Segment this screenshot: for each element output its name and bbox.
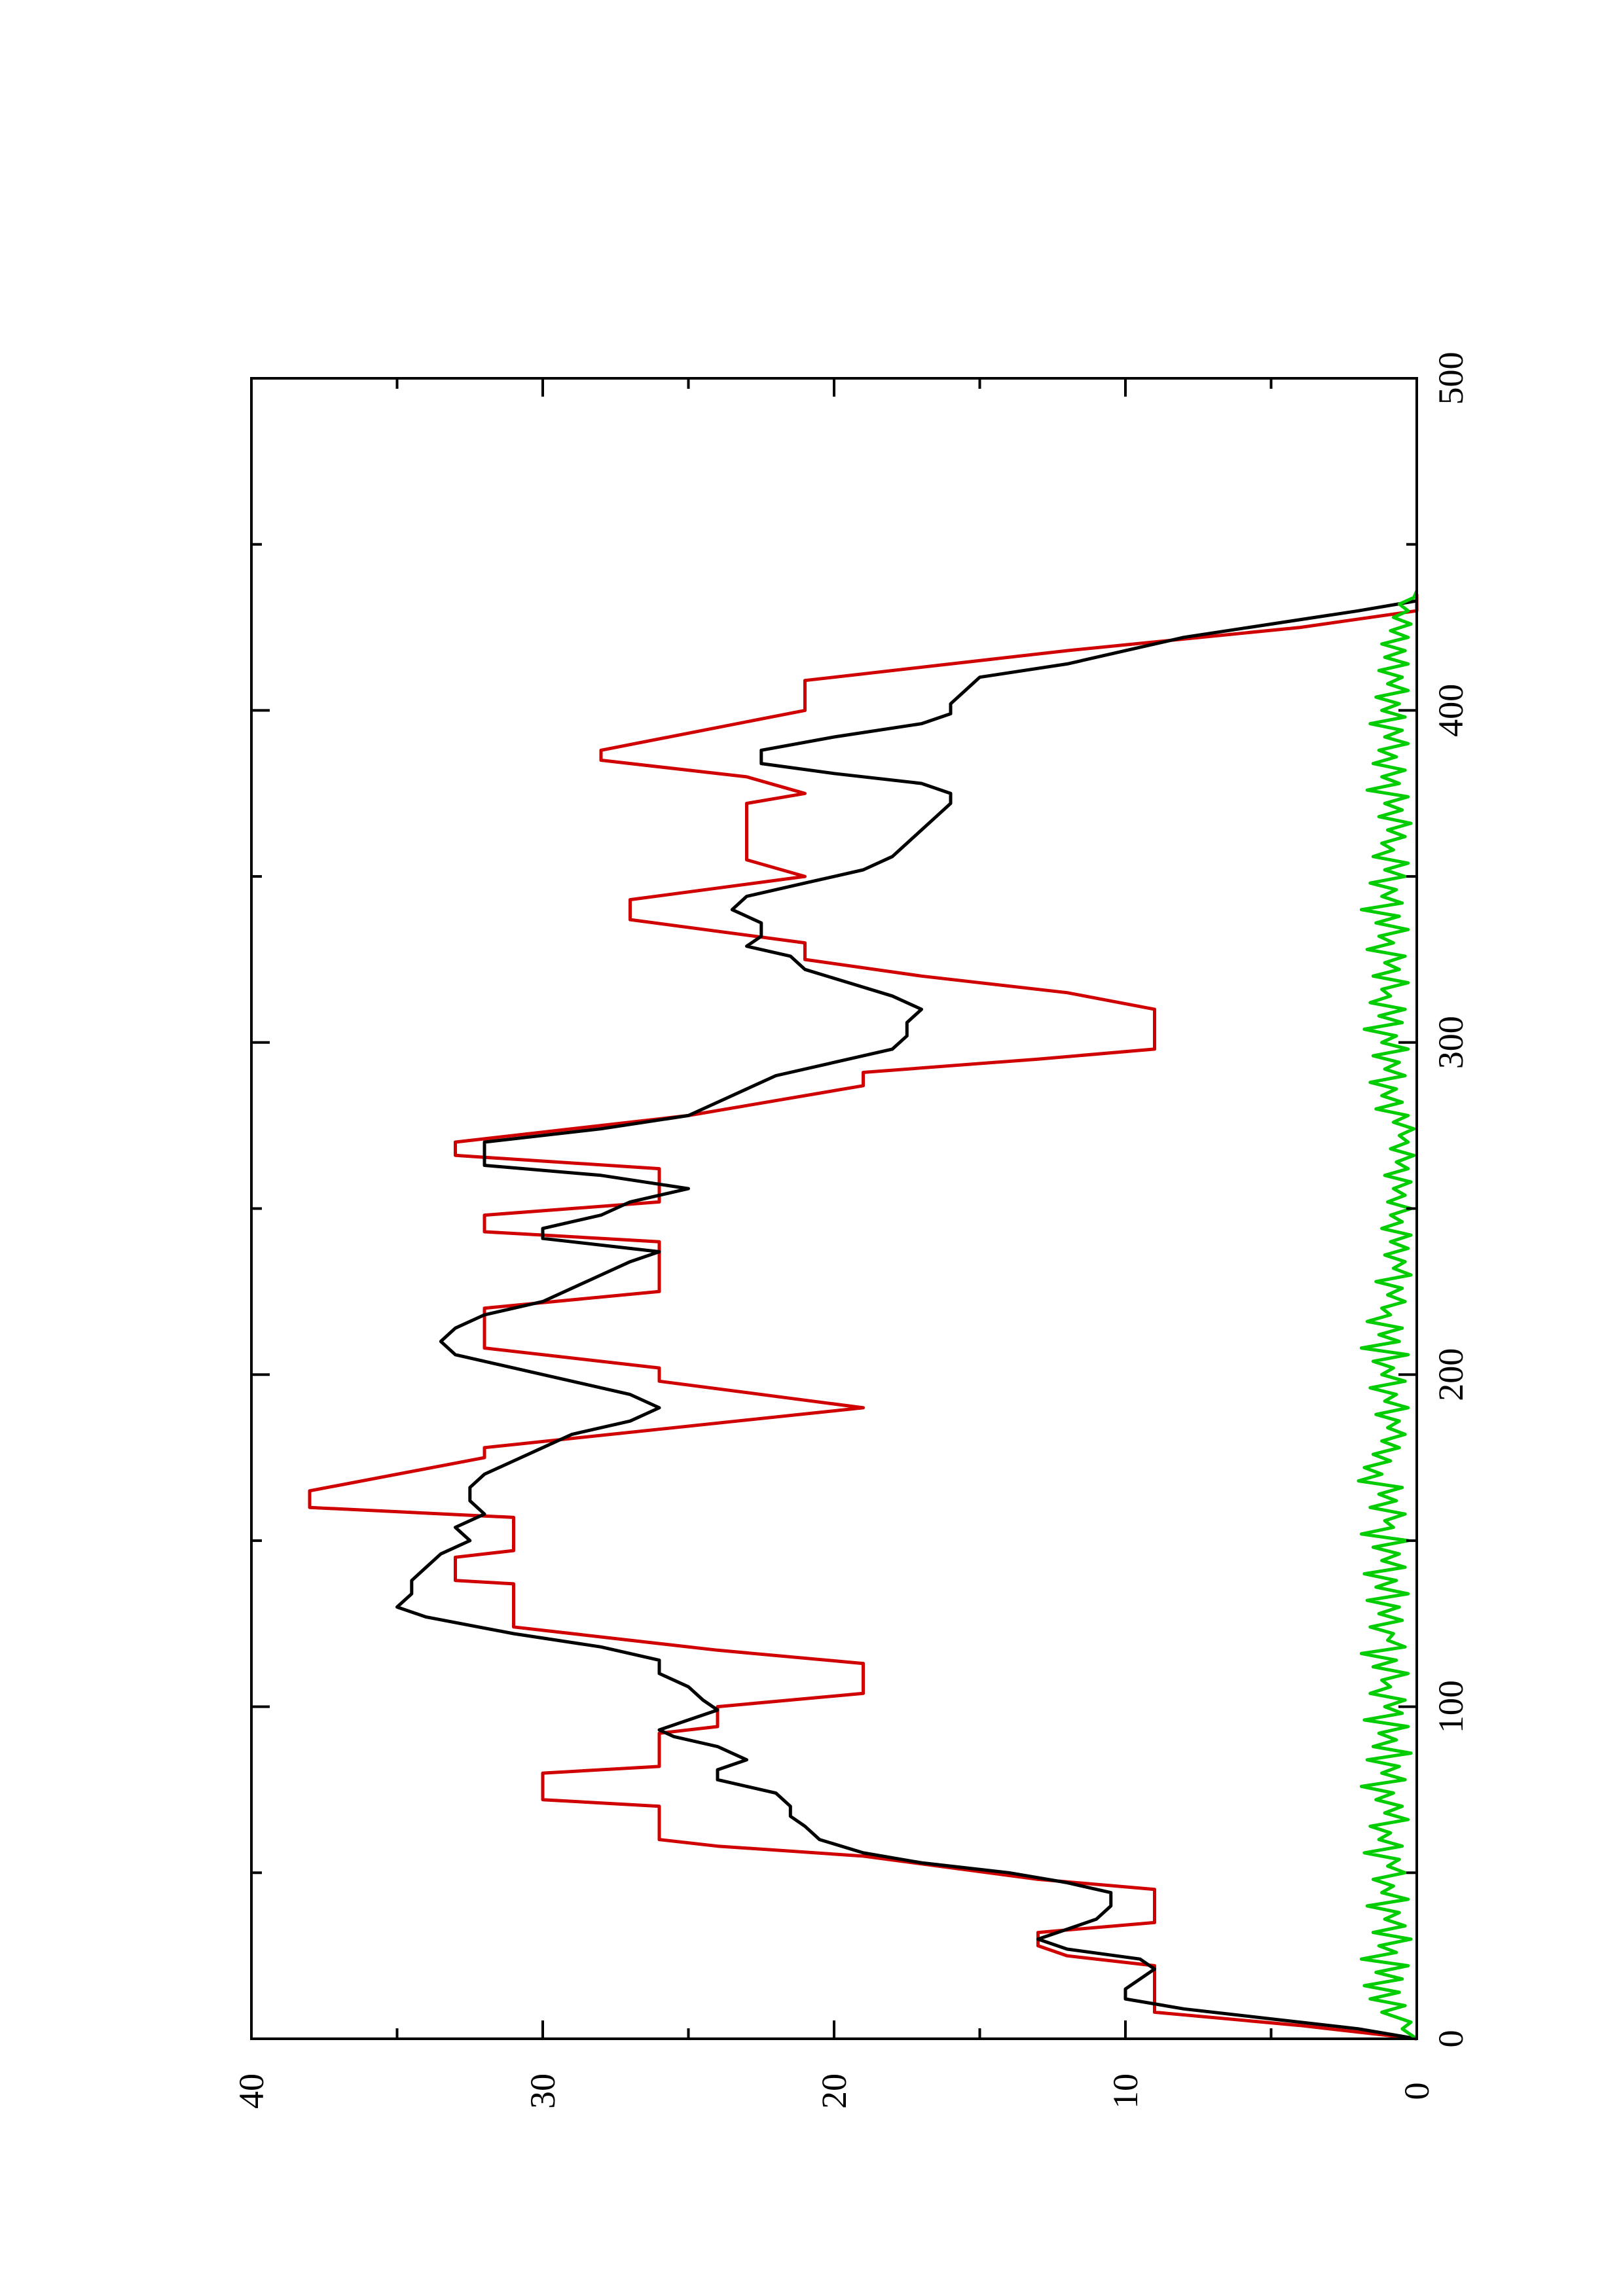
- plot-frame: [250, 377, 1418, 2040]
- x-tick-label: 100: [1431, 1680, 1470, 1733]
- x-tick-label: 0: [1431, 2030, 1470, 2048]
- x-tick-label: 400: [1431, 684, 1470, 737]
- x-tick-label: 200: [1431, 1348, 1470, 1401]
- series-line-1: [308, 594, 1419, 2041]
- series-line-3: [1357, 590, 1419, 2041]
- x-tick-label: 300: [1431, 1016, 1470, 1069]
- x-tick-label: 500: [1431, 352, 1470, 405]
- y-tick-label: 40: [232, 2073, 271, 2109]
- y-tick-label: 10: [1106, 2073, 1145, 2109]
- series-line-2: [395, 599, 1417, 2041]
- y-tick-label: 20: [814, 2073, 854, 2109]
- labels-layer: 0 100 200 300 400 500 0 10 20 30 40: [232, 352, 1470, 2109]
- y-tick-label: 0: [1397, 2083, 1436, 2100]
- y-tick-label: 30: [523, 2073, 562, 2109]
- series-layer: [308, 590, 1419, 2041]
